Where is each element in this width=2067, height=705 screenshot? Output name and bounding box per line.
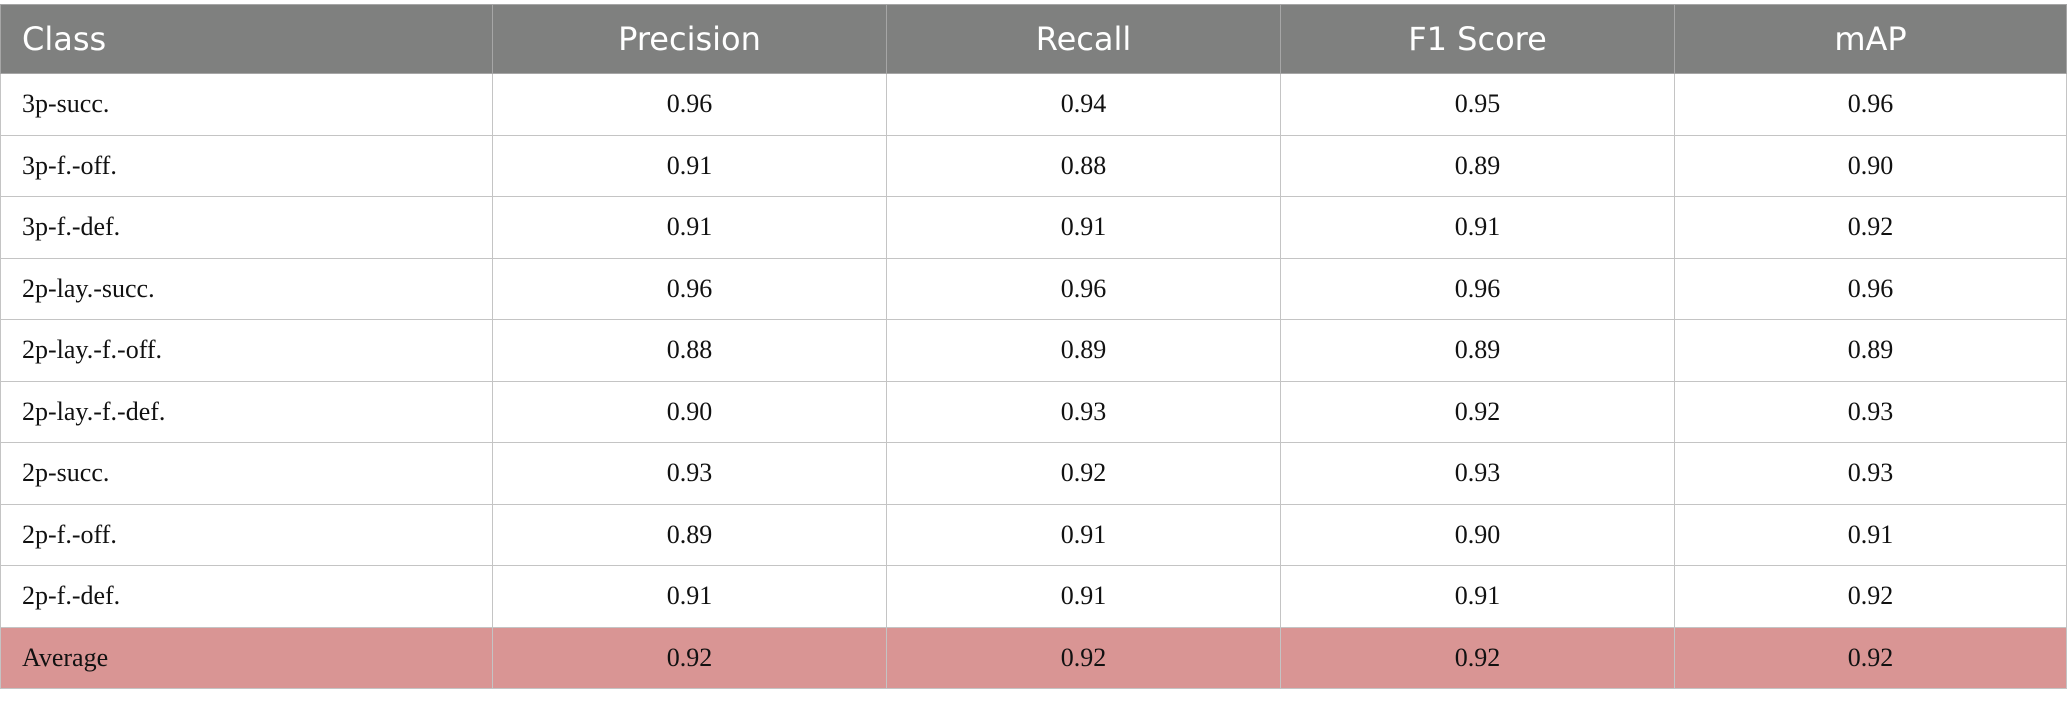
header-class: Class	[0, 4, 493, 74]
class-cell: 3p-f.-off.	[0, 134, 493, 197]
header-map: mAP	[1674, 4, 2067, 74]
table-row: 3p-f.-def. 0.91 0.91 0.91 0.92	[0, 196, 2067, 259]
table-row: 2p-succ. 0.93 0.92 0.93 0.93	[0, 442, 2067, 505]
class-cell: 3p-succ.	[0, 73, 493, 136]
average-row: Average 0.92 0.92 0.92 0.92	[0, 626, 2067, 689]
average-map: 0.92	[1674, 626, 2067, 689]
f1-cell: 0.92	[1280, 380, 1675, 443]
table-row: 2p-lay.-succ. 0.96 0.96 0.96 0.96	[0, 257, 2067, 320]
table-header: Class Precision Recall F1 Score mAP	[0, 4, 2067, 74]
map-cell: 0.96	[1674, 73, 2067, 136]
recall-cell: 0.92	[886, 442, 1281, 505]
table-row: 2p-lay.-f.-def. 0.90 0.93 0.92 0.93	[0, 380, 2067, 443]
map-cell: 0.91	[1674, 503, 2067, 566]
average-f1: 0.92	[1280, 626, 1675, 689]
precision-cell: 0.91	[492, 565, 887, 628]
table-body: 3p-succ. 0.96 0.94 0.95 0.96 3p-f.-off. …	[0, 73, 2067, 689]
f1-cell: 0.93	[1280, 442, 1675, 505]
average-label: Average	[0, 626, 493, 689]
f1-cell: 0.91	[1280, 565, 1675, 628]
recall-cell: 0.91	[886, 565, 1281, 628]
precision-cell: 0.91	[492, 196, 887, 259]
class-cell: 2p-lay.-succ.	[0, 257, 493, 320]
recall-cell: 0.96	[886, 257, 1281, 320]
f1-cell: 0.96	[1280, 257, 1675, 320]
precision-cell: 0.93	[492, 442, 887, 505]
table-row: 3p-succ. 0.96 0.94 0.95 0.96	[0, 73, 2067, 136]
recall-cell: 0.89	[886, 319, 1281, 382]
class-cell: 2p-f.-off.	[0, 503, 493, 566]
table-row: 2p-lay.-f.-off. 0.88 0.89 0.89 0.89	[0, 319, 2067, 382]
map-cell: 0.96	[1674, 257, 2067, 320]
header-precision: Precision	[492, 4, 887, 74]
precision-cell: 0.90	[492, 380, 887, 443]
map-cell: 0.92	[1674, 565, 2067, 628]
map-cell: 0.89	[1674, 319, 2067, 382]
table-row: 3p-f.-off. 0.91 0.88 0.89 0.90	[0, 134, 2067, 197]
recall-cell: 0.88	[886, 134, 1281, 197]
recall-cell: 0.93	[886, 380, 1281, 443]
precision-cell: 0.89	[492, 503, 887, 566]
class-cell: 2p-lay.-f.-def.	[0, 380, 493, 443]
map-cell: 0.92	[1674, 196, 2067, 259]
recall-cell: 0.91	[886, 196, 1281, 259]
header-f1-score: F1 Score	[1280, 4, 1675, 74]
recall-cell: 0.94	[886, 73, 1281, 136]
header-row: Class Precision Recall F1 Score mAP	[0, 4, 2067, 74]
map-cell: 0.93	[1674, 442, 2067, 505]
recall-cell: 0.91	[886, 503, 1281, 566]
f1-cell: 0.89	[1280, 134, 1675, 197]
table-row: 2p-f.-off. 0.89 0.91 0.90 0.91	[0, 503, 2067, 566]
table-row: 2p-f.-def. 0.91 0.91 0.91 0.92	[0, 565, 2067, 628]
class-cell: 3p-f.-def.	[0, 196, 493, 259]
f1-cell: 0.91	[1280, 196, 1675, 259]
class-cell: 2p-succ.	[0, 442, 493, 505]
class-cell: 2p-f.-def.	[0, 565, 493, 628]
average-recall: 0.92	[886, 626, 1281, 689]
results-table: Class Precision Recall F1 Score mAP 3p-s…	[0, 4, 2067, 689]
precision-cell: 0.88	[492, 319, 887, 382]
precision-cell: 0.96	[492, 257, 887, 320]
class-cell: 2p-lay.-f.-off.	[0, 319, 493, 382]
f1-cell: 0.95	[1280, 73, 1675, 136]
header-recall: Recall	[886, 4, 1281, 74]
average-precision: 0.92	[492, 626, 887, 689]
f1-cell: 0.89	[1280, 319, 1675, 382]
precision-cell: 0.96	[492, 73, 887, 136]
precision-cell: 0.91	[492, 134, 887, 197]
map-cell: 0.93	[1674, 380, 2067, 443]
map-cell: 0.90	[1674, 134, 2067, 197]
f1-cell: 0.90	[1280, 503, 1675, 566]
